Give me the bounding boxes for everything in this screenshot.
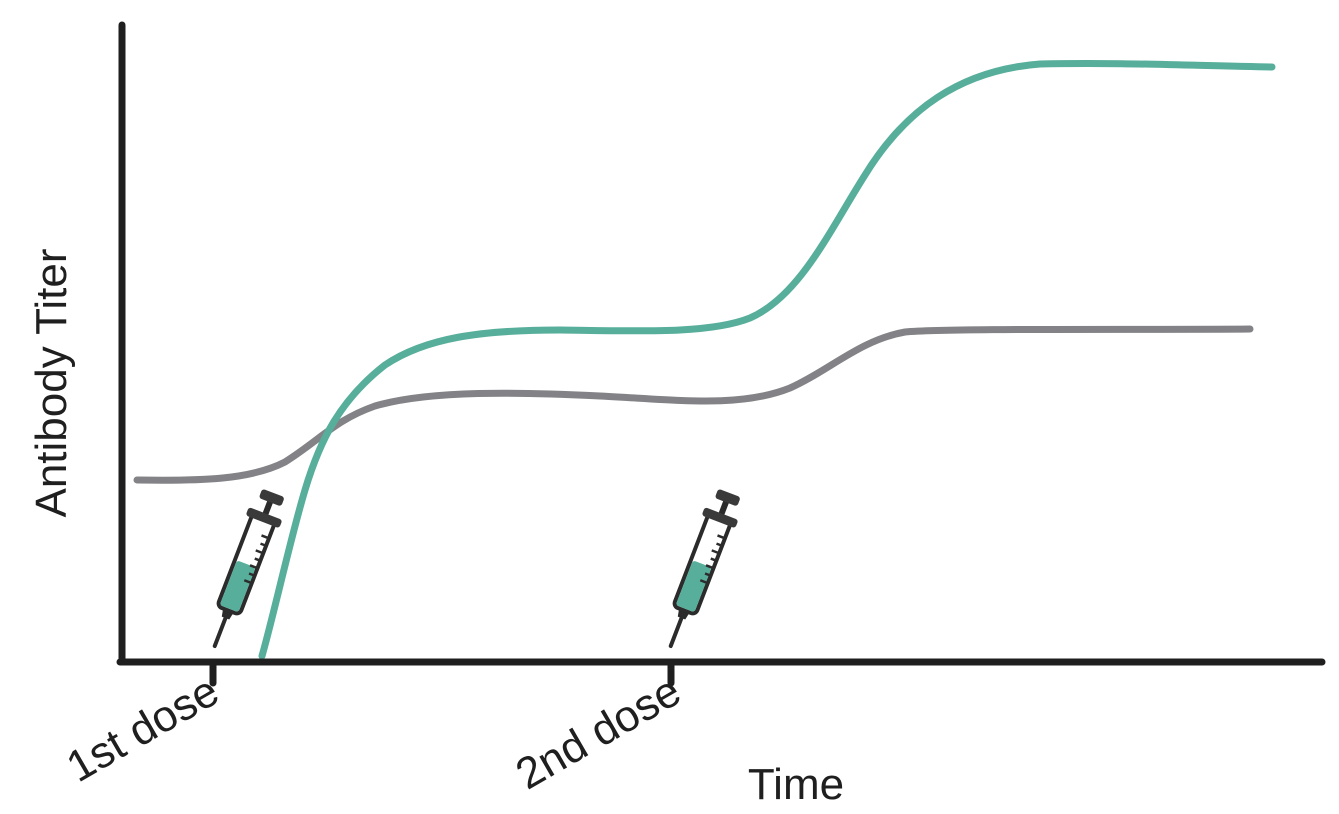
teal-titer-curve xyxy=(258,59,1276,660)
syringe-icon xyxy=(195,484,293,655)
dose-2-label: 2nd dose xyxy=(508,666,689,799)
syringe-icon xyxy=(651,484,749,655)
gray-titer-curve xyxy=(133,325,1254,484)
y-axis-label: Antibody Titer xyxy=(27,248,76,517)
dose-1-label: 1st dose xyxy=(58,666,227,792)
x-axis-label: Time xyxy=(748,760,844,809)
